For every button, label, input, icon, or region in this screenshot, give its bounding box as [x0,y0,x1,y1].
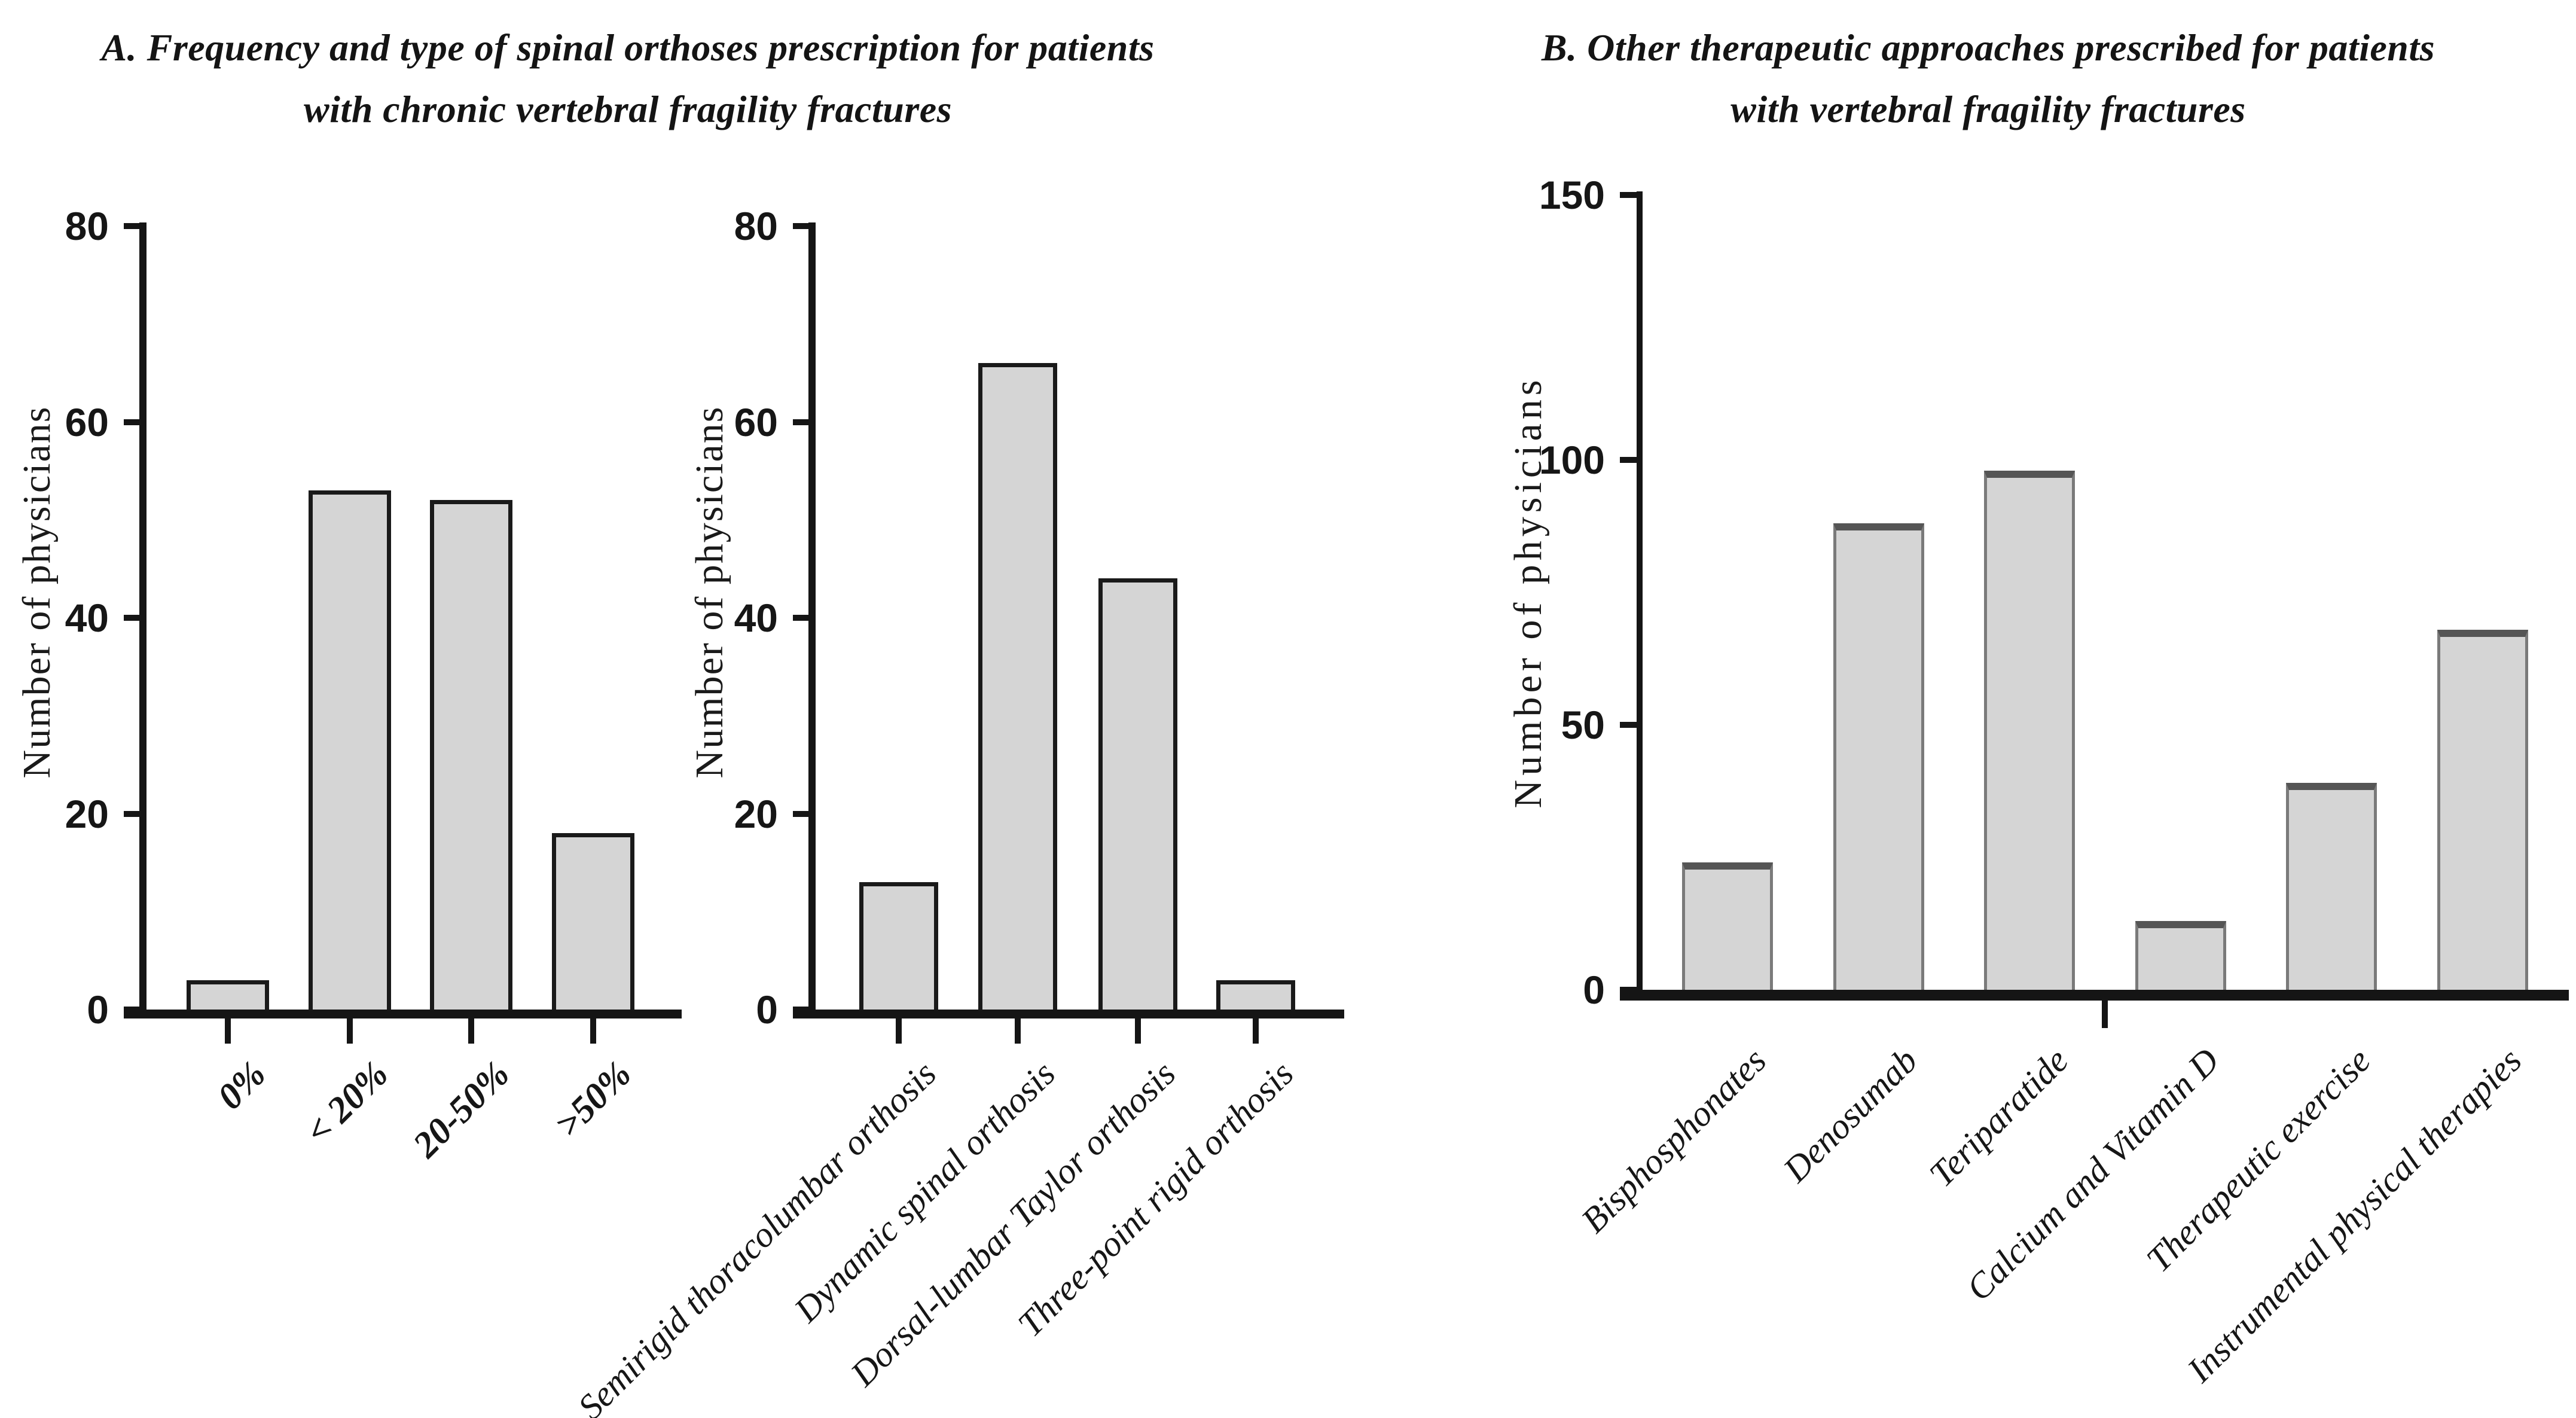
bar-dynamic-spinal-orthosis [978,363,1057,1010]
x-tick-mark [225,1018,231,1044]
x-tick-mark [896,1018,902,1044]
bar-calcium-and-vitamin-d [2135,921,2226,990]
x-axis [1620,990,2569,1001]
y-tick-mark [793,1007,808,1013]
y-tick-mark [1620,722,1637,728]
y-tick-label: 80 [65,204,109,248]
y-tick-label: 40 [734,596,778,640]
x-axis [124,1010,682,1018]
y-tick-label: 0 [756,987,778,1032]
y-tick-label: 20 [734,791,778,836]
x-category-label: Teriparatide [1922,1040,2076,1194]
y-tick-mark [793,810,808,817]
y-tick-mark [793,615,808,621]
bar-dorsal-lumbar-taylor-orthosis [1098,578,1177,1010]
x-tick-mark [1253,1018,1259,1044]
y-axis [139,222,146,1018]
y-tick-label: 60 [65,400,109,444]
y-axis [1637,191,1643,1001]
bar-denosumab [1833,523,1924,990]
y-tick-label: 0 [1583,968,1605,1012]
y-axis-title: Number of physicians [1506,376,1550,809]
bar-instrumental-physical-therapies [2437,630,2528,990]
y-tick-label: 50 [1561,703,1605,747]
bar-20-50- [430,500,512,1010]
y-tick-mark [1620,457,1637,463]
x-tick-mark [347,1018,353,1044]
y-tick-mark [124,810,139,817]
x-tick-mark [1015,1018,1021,1044]
y-tick-label: 100 [1539,438,1605,482]
y-tick-mark [124,223,139,229]
x-category-label: Denosumab [1775,1040,1925,1190]
bar--50- [552,833,634,1010]
y-tick-label: 40 [65,596,109,640]
y-tick-mark [124,419,139,425]
y-tick-label: 60 [734,400,778,444]
x-category-label: Bisphosphonates [1574,1040,1774,1240]
bar-bisphosphonates [1682,862,1773,990]
bar-semirigid-thoracolumbar-orthosis [859,882,938,1010]
bar--20- [309,490,391,1010]
y-tick-label: 150 [1539,173,1605,217]
y-tick-label: 0 [87,987,109,1032]
panel-a-title: A. Frequency and type of spinal orthoses… [101,26,1155,130]
y-tick-mark [793,223,808,229]
bar-teriparatide [1984,471,2075,990]
y-tick-mark [793,419,808,425]
x-tick-mark [1135,1018,1141,1044]
x-tick-mark [590,1018,596,1044]
x-axis [793,1010,1344,1018]
x-tick-mark [468,1018,474,1044]
y-tick-mark [1620,987,1637,993]
x-tick-mark [2102,1001,2108,1028]
y-tick-label: 80 [734,204,778,248]
panel-b-title: B. Other therapeutic approaches prescrib… [1541,26,2435,130]
bar-therapeutic-exercise [2286,783,2377,990]
x-category-label: Calcium and Vitamin D [1959,1040,2227,1309]
y-tick-label: 20 [65,791,109,836]
y-tick-mark [124,615,139,621]
y-tick-mark [124,1007,139,1013]
bar-0- [187,980,269,1010]
y-tick-mark [1620,192,1637,198]
bar-three-point-rigid-orthosis [1216,980,1295,1010]
y-axis [808,222,816,1018]
